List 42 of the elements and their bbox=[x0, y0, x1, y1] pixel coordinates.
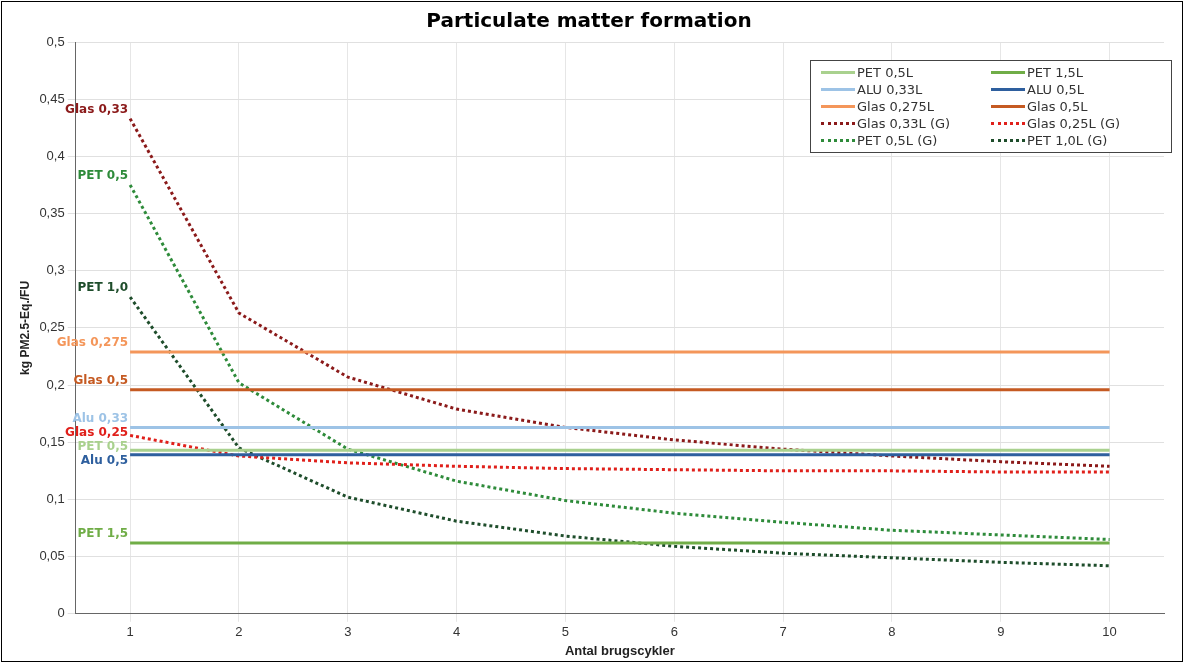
legend-label: Glas 0,5L bbox=[1027, 99, 1088, 114]
y-tick-label: 0,45 bbox=[39, 90, 65, 106]
line-series bbox=[128, 183, 1112, 541]
legend-label: Glas 0,25L (G) bbox=[1027, 116, 1121, 131]
x-tick-label: 4 bbox=[452, 624, 461, 640]
legend-label: ALU 0,5L bbox=[1027, 82, 1085, 97]
legend-label: PET 1,5L bbox=[1027, 65, 1084, 80]
x-axis-title: Antal brugscykler bbox=[564, 642, 675, 658]
x-tick-label: 6 bbox=[670, 624, 678, 640]
x-tick-label: 7 bbox=[779, 624, 787, 640]
annotation: PET 0,5 bbox=[77, 168, 129, 183]
y-tick-label: 0,3 bbox=[46, 262, 65, 278]
annotation: PET 1,5 bbox=[77, 526, 129, 541]
y-tick-label: 0,05 bbox=[39, 548, 65, 564]
x-tick-label: 9 bbox=[997, 624, 1005, 640]
legend-label: Glas 0,33L (G) bbox=[857, 116, 951, 131]
chart-title: Particulate matter formation bbox=[426, 8, 752, 33]
legend-label: PET 0,5L (G) bbox=[857, 133, 938, 148]
x-tick-label: 10 bbox=[1102, 624, 1117, 640]
x-tick-label: 5 bbox=[561, 624, 570, 640]
line-series bbox=[128, 295, 1112, 568]
y-tick-label: 0 bbox=[57, 605, 65, 621]
x-tick-label: 3 bbox=[344, 624, 352, 640]
y-tick-label: 0,2 bbox=[46, 376, 65, 392]
legend-label: PET 1,0L (G) bbox=[1027, 133, 1108, 148]
x-tick-label: 8 bbox=[888, 624, 896, 640]
y-tick-label: 0,35 bbox=[39, 205, 65, 221]
y-tick-label: 0,5 bbox=[46, 33, 65, 49]
line-series bbox=[128, 433, 1112, 474]
annotation: Alu 0,5 bbox=[80, 452, 129, 467]
y-tick-label: 0,25 bbox=[39, 319, 65, 335]
y-tick-label: 0,4 bbox=[46, 147, 65, 163]
x-tick-label: 2 bbox=[235, 624, 243, 640]
x-tick-label: 1 bbox=[126, 624, 134, 640]
legend-label: PET 0,5L bbox=[857, 65, 914, 80]
legend-label: Glas 0,275L bbox=[857, 99, 935, 114]
annotation: PET 1,0 bbox=[77, 280, 129, 295]
y-axis-title: kg PM2.5-Eq./FU bbox=[17, 280, 32, 375]
y-tick-label: 0,1 bbox=[46, 491, 65, 507]
legend-label: ALU 0,33L bbox=[857, 82, 923, 97]
y-tick-label: 0,15 bbox=[39, 433, 65, 449]
annotation: PET 0,5 bbox=[77, 438, 129, 453]
